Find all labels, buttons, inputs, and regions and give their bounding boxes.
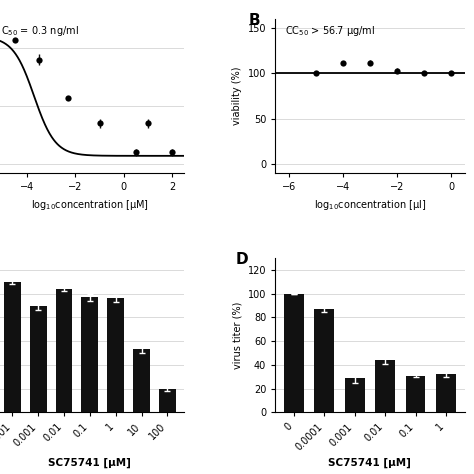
Text: B: B [249,13,260,28]
Bar [159,389,176,412]
Bar [30,306,46,412]
X-axis label: SC75741 [μM]: SC75741 [μM] [328,458,411,468]
Text: D: D [236,252,248,267]
Bar [375,360,395,412]
Bar [314,309,334,412]
Text: CC$_{50}$ > 56.7 μg/ml: CC$_{50}$ > 56.7 μg/ml [285,24,375,37]
X-axis label: SC75741 [μM]: SC75741 [μM] [48,458,131,468]
Bar [4,282,21,412]
Bar [133,349,150,412]
Y-axis label: viability (%): viability (%) [232,67,242,125]
X-axis label: log$_{10}$concentration [μl]: log$_{10}$concentration [μl] [314,198,426,212]
Bar [82,297,98,412]
Text: C$_{50}$ = 0.3 ng/ml: C$_{50}$ = 0.3 ng/ml [1,24,79,37]
Bar [55,289,73,412]
Bar [436,374,456,412]
Bar [345,378,365,412]
Bar [107,299,124,412]
Y-axis label: virus titer (%): virus titer (%) [232,301,242,369]
Bar [406,375,426,412]
X-axis label: log$_{10}$concentration [μM]: log$_{10}$concentration [μM] [31,198,149,212]
Bar [284,294,304,412]
